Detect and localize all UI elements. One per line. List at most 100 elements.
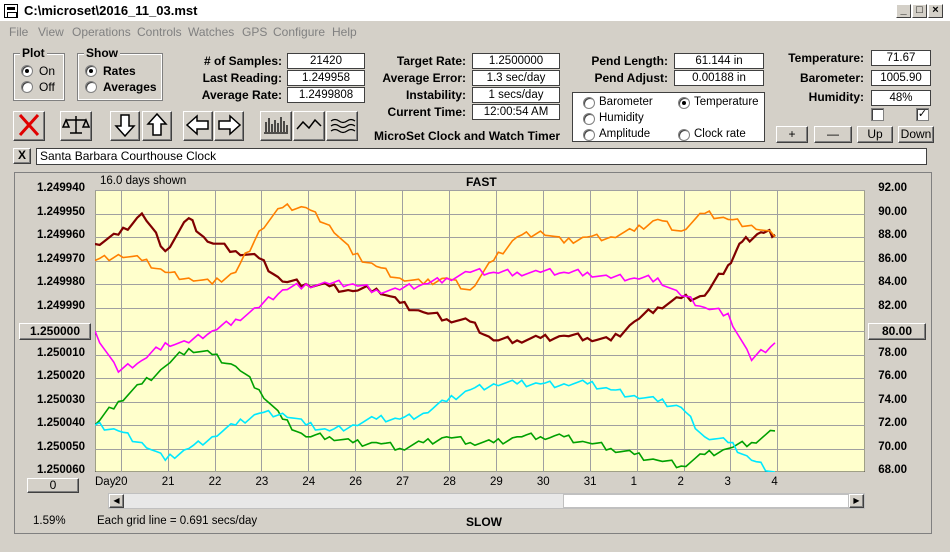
scroll-right-button[interactable]: ▶	[849, 494, 864, 508]
y-right-tick-label: 82.00	[878, 299, 907, 312]
option-checkbox-2[interactable]: ✓	[916, 108, 929, 121]
pend-adjust-label: Pend Adjust:	[594, 71, 668, 85]
y-right-tick-label: 90.00	[878, 205, 907, 218]
raw-data-view-button[interactable]	[260, 111, 292, 141]
clock-name-field[interactable]: Santa Barbara Courthouse Clock	[36, 148, 927, 165]
percent-label: 1.59%	[33, 515, 66, 527]
scale-up-button[interactable]: Up	[857, 126, 893, 143]
plot-on-label: On	[39, 64, 56, 78]
x-tick-label: 4	[771, 476, 778, 488]
y-right-tick-label: 78.00	[878, 346, 907, 359]
sensor-barometer-radio[interactable]	[583, 97, 595, 109]
x-tick-label: 30	[536, 476, 550, 488]
show-averages-label: Averages	[103, 80, 157, 94]
scroll-thumb[interactable]	[563, 494, 849, 508]
wave-icon	[296, 118, 322, 130]
menu-file[interactable]: File	[9, 25, 29, 39]
instability-value: 1 secs/day	[472, 87, 560, 103]
day-axis-label: Day:	[95, 476, 119, 488]
x-tick-label: 24	[302, 476, 316, 488]
arrow-up-button[interactable]	[142, 111, 172, 141]
x-tick-label: 1	[630, 476, 638, 488]
y-left-tick-label: 1.250030	[37, 393, 85, 406]
left-bottom-button[interactable]: 0	[27, 478, 79, 493]
x-tick-label: 27	[396, 476, 409, 488]
scroll-left-button[interactable]: ◀	[109, 494, 124, 508]
arrow-right-button[interactable]	[214, 111, 244, 141]
menu-configure[interactable]: Configure	[273, 25, 326, 39]
sensor-amplitude-label: Amplitude	[599, 128, 651, 140]
smooth-view-button[interactable]	[326, 111, 358, 141]
arrow-right-icon	[218, 114, 242, 136]
y-right-tick-label: 88.00	[878, 229, 907, 241]
plot-panel	[14, 172, 932, 534]
average-rate-value: 1.2499808	[287, 87, 365, 103]
curve-view-button[interactable]	[293, 111, 325, 141]
y-right-tick-label: 74.00	[878, 393, 907, 406]
scale-minus-button[interactable]: —	[814, 126, 852, 143]
minimize-button[interactable]: _	[896, 4, 911, 18]
series-humidity-line	[95, 267, 776, 374]
x-tick-label: 21	[161, 476, 175, 488]
scale-down-button[interactable]: Down	[898, 126, 934, 143]
sensor-clock-rate-radio[interactable]	[678, 129, 690, 141]
sensor-barometer-label: Barometer	[599, 96, 653, 108]
clear-name-button[interactable]: X	[13, 148, 31, 164]
bar-pattern-icon	[264, 117, 288, 134]
x-tick-label: 23	[255, 476, 269, 488]
current-time-value: 12:00:54 AM	[472, 104, 560, 120]
samples-value: 21420	[287, 53, 365, 69]
temperature-label: Temperature:	[788, 51, 864, 65]
x-tick-label: 29	[489, 476, 503, 488]
sensor-select-panel: Barometer Temperature Humidity Clock rat…	[572, 92, 765, 142]
horizontal-scrollbar[interactable]: ◀ ▶	[108, 493, 865, 509]
x-tick-label: 3	[724, 476, 731, 488]
menu-operations[interactable]: Operations	[72, 25, 131, 39]
x-tick-label: 26	[349, 476, 363, 488]
y-right-tick-label: 70.00	[878, 440, 907, 453]
show-averages-radio[interactable]	[85, 81, 97, 93]
sensor-temperature-label: Temperature	[694, 96, 759, 108]
sensor-temperature-radio[interactable]	[678, 97, 690, 109]
arrow-left-icon	[185, 114, 209, 136]
average-error-label: Average Error:	[382, 71, 466, 85]
balance-button[interactable]	[60, 111, 92, 141]
sensor-humidity-radio[interactable]	[583, 113, 595, 125]
show-group	[77, 53, 163, 101]
y-left-tick-label: 1.250050	[37, 440, 85, 453]
scale-plus-button[interactable]: +	[776, 126, 808, 143]
menu-watches[interactable]: Watches	[188, 25, 235, 39]
barometer-label: Barometer:	[799, 71, 864, 85]
sensor-amplitude-radio[interactable]	[583, 129, 595, 141]
x-tick-label: 22	[208, 476, 222, 488]
chart-area	[95, 190, 865, 472]
series-clock-rate-line	[95, 211, 776, 345]
x-tick-label: 28	[443, 476, 456, 488]
arrow-down-button[interactable]	[110, 111, 140, 141]
app-icon	[4, 4, 18, 18]
menu-controls[interactable]: Controls	[137, 25, 182, 39]
left-center-value-button[interactable]: 1.250000	[19, 323, 91, 340]
maximize-button[interactable]: □	[912, 4, 927, 18]
arrow-left-button[interactable]	[183, 111, 213, 141]
right-center-value-button[interactable]: 80.00	[868, 323, 926, 340]
y-left-tick-label: 1.249980	[37, 276, 85, 288]
show-rates-label: Rates	[103, 64, 136, 78]
series-temperature-line	[95, 347, 776, 469]
show-rates-radio[interactable]	[85, 65, 97, 77]
close-window-button[interactable]: ×	[928, 4, 943, 18]
option-checkbox-1[interactable]	[871, 108, 884, 121]
series-barometer-line	[95, 202, 776, 291]
y-left-tick-label: 1.249940	[37, 182, 85, 194]
menu-gps[interactable]: GPS	[242, 25, 268, 39]
stop-button[interactable]	[13, 111, 45, 141]
arrow-up-icon	[146, 112, 168, 136]
red-x-icon	[18, 113, 40, 137]
series-amplitude-line	[95, 379, 776, 472]
plot-on-radio[interactable]	[21, 65, 33, 77]
menu-help[interactable]: Help	[332, 25, 357, 39]
menu-view[interactable]: View	[38, 25, 64, 39]
average-rate-label: Average Rate:	[201, 88, 282, 102]
scale-balance-icon	[61, 116, 91, 134]
plot-off-radio[interactable]	[21, 81, 33, 93]
